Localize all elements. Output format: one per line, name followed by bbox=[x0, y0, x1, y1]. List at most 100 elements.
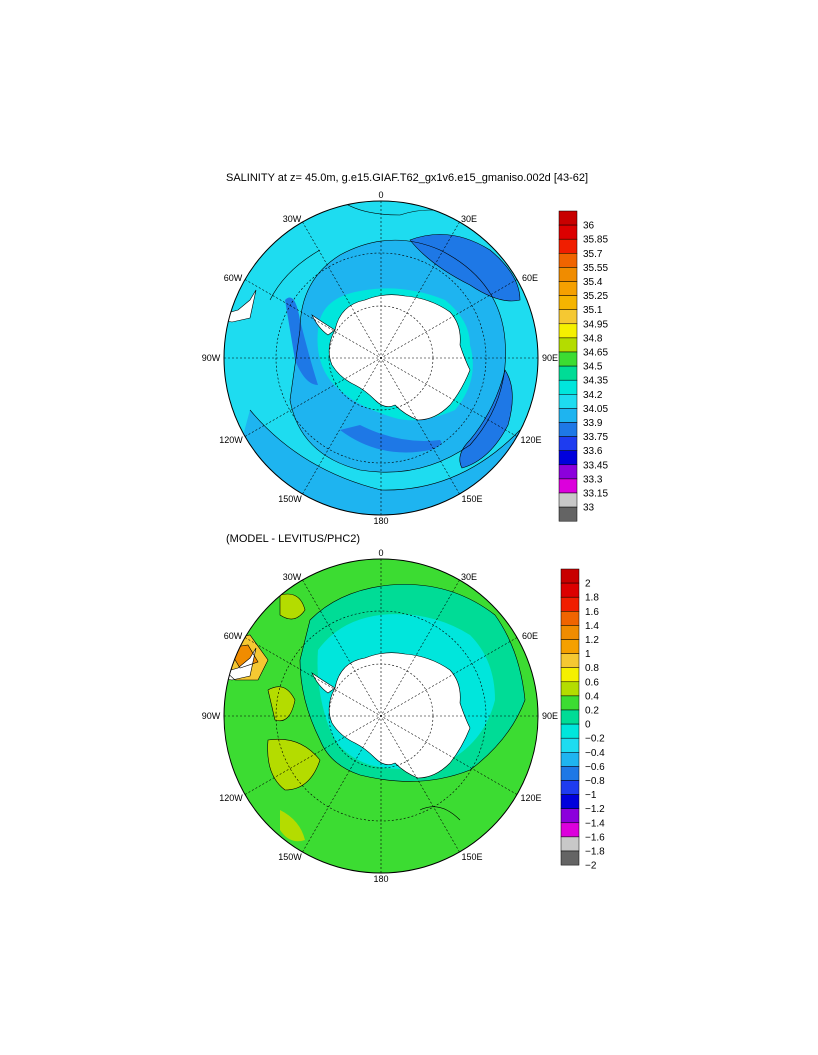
bottom-colorbar-swatch bbox=[560, 836, 580, 852]
top-colorbar-label: 36 bbox=[583, 221, 595, 232]
bottom-colorbar-swatch bbox=[560, 794, 580, 809]
bottom-colorbar-label: 0.2 bbox=[585, 706, 599, 717]
bottom-colorbar-label: 1.6 bbox=[585, 607, 599, 618]
top-colorbar-swatch bbox=[558, 210, 578, 226]
bottom-colorbar-swatch bbox=[560, 596, 580, 612]
top-colorbar-label: 35.4 bbox=[583, 277, 603, 288]
bottom-lon-0: 0 bbox=[378, 548, 383, 558]
top-colorbar-label: 34.8 bbox=[583, 333, 603, 344]
top-colorbar-swatch bbox=[558, 323, 578, 339]
bottom-colorbar-label: 1.2 bbox=[585, 635, 599, 646]
top-colorbar-swatch bbox=[558, 394, 578, 409]
bottom-blob-30w bbox=[280, 594, 305, 619]
top-lon-150w: 150W bbox=[278, 494, 302, 504]
bottom-lon-120e: 120E bbox=[520, 793, 541, 803]
top-colorbar-swatch bbox=[558, 253, 578, 268]
top-colorbar-swatch bbox=[558, 464, 578, 480]
bottom-colorbar-swatch bbox=[560, 568, 580, 584]
top-lon-60w: 60W bbox=[224, 273, 243, 283]
top-colorbar-label: 35.55 bbox=[583, 263, 608, 274]
bottom-lon-60w: 60W bbox=[224, 631, 243, 641]
top-colorbar-label: 33.45 bbox=[583, 460, 608, 471]
top-colorbar-label: 35.85 bbox=[583, 235, 608, 246]
top-colorbar-label: 33.75 bbox=[583, 432, 608, 443]
bottom-colorbar-label: 0.6 bbox=[585, 677, 599, 688]
bottom-colorbar-swatch bbox=[560, 695, 580, 711]
top-colorbar: 36 35.85 35.7 35.55 35.4 35.25 35.1 34.95 34.8 34… bbox=[558, 210, 608, 522]
bottom-peninsula bbox=[311, 672, 336, 694]
top-colorbar-label: 33.6 bbox=[583, 446, 603, 457]
top-graticule bbox=[224, 201, 538, 515]
top-colorbar-label: 35.7 bbox=[583, 249, 603, 260]
top-colorbar-swatch bbox=[558, 422, 578, 437]
top-map bbox=[223, 200, 539, 516]
top-colorbar-swatch bbox=[558, 267, 578, 282]
bottom-colorbar-label: 0 bbox=[585, 720, 591, 731]
bottom-colorbar-swatch bbox=[560, 737, 580, 753]
bottom-lon-150w: 150W bbox=[278, 852, 302, 862]
top-colorbar-swatch bbox=[558, 295, 578, 310]
bottom-colorbar-label: −0.6 bbox=[585, 762, 605, 773]
top-colorbar-label: 34.2 bbox=[583, 390, 603, 401]
top-colorbar-label: 33 bbox=[583, 503, 595, 514]
top-colorbar-swatch bbox=[558, 450, 578, 466]
bottom-colorbar-swatch bbox=[560, 766, 580, 781]
top-colorbar-label: 35.25 bbox=[583, 291, 608, 302]
top-colorbar-label: 34.35 bbox=[583, 376, 608, 387]
top-lon-30e: 30E bbox=[461, 214, 477, 224]
bottom-colorbar-label: 1 bbox=[585, 649, 591, 660]
top-colorbar-swatch bbox=[558, 351, 578, 367]
bottom-colorbar-swatch bbox=[560, 611, 580, 626]
top-colorbar-label: 34.65 bbox=[583, 348, 608, 359]
bottom-colorbar-swatch bbox=[560, 780, 580, 795]
bottom-colorbar-label: 2 bbox=[585, 579, 591, 590]
bottom-colorbar-label: 0.8 bbox=[585, 663, 599, 674]
top-panel-title: SALINITY at z= 45.0m, g.e15.GIAF.T62_gx1… bbox=[226, 172, 589, 184]
bottom-blob-105w bbox=[267, 739, 320, 790]
bottom-colorbar: 2 1.8 1.6 1.4 1.2 1 0.8 0.6 0.4 0.2 0 −0.2 −0.4 −0.6 −… bbox=[560, 568, 605, 872]
top-colorbar-swatch bbox=[558, 238, 578, 254]
top-colorbar-swatch bbox=[558, 365, 578, 381]
top-colorbar-label: 34.5 bbox=[583, 362, 603, 373]
top-lon-60e: 60E bbox=[522, 273, 538, 283]
bottom-colorbar-label: −1.6 bbox=[585, 832, 605, 843]
top-colorbar-label: 33.9 bbox=[583, 418, 603, 429]
bottom-colorbar-swatch bbox=[560, 822, 580, 838]
bottom-colorbar-label: 1.4 bbox=[585, 621, 599, 632]
bottom-colorbar-swatch bbox=[560, 850, 580, 866]
bottom-colorbar-swatch bbox=[560, 723, 580, 739]
bottom-colorbar-swatch bbox=[560, 808, 580, 824]
bottom-contours bbox=[224, 584, 526, 821]
top-lon-180: 180 bbox=[373, 516, 388, 526]
top-map-border bbox=[223, 200, 539, 516]
bottom-colorbar-label: 1.8 bbox=[585, 593, 599, 604]
bottom-lon-60e: 60E bbox=[522, 631, 538, 641]
top-colorbar-label: 33.15 bbox=[583, 489, 608, 500]
bottom-lon-90w: 90W bbox=[202, 711, 221, 721]
bottom-colorbar-swatch bbox=[560, 752, 580, 767]
bottom-lon-30w: 30W bbox=[283, 572, 302, 582]
top-lon-0: 0 bbox=[378, 190, 383, 200]
bottom-blob-135w bbox=[280, 810, 305, 842]
top-lon-150e: 150E bbox=[461, 494, 482, 504]
top-blob-weddell bbox=[285, 297, 318, 385]
top-colorbar-swatch bbox=[558, 309, 578, 325]
top-lon-90w: 90W bbox=[202, 353, 221, 363]
top-colorbar-swatch bbox=[558, 337, 578, 353]
top-antarctica bbox=[328, 294, 471, 421]
top-colorbar-swatch bbox=[558, 492, 578, 508]
bottom-colorbar-swatch bbox=[560, 681, 580, 697]
bottom-colorbar-swatch bbox=[560, 625, 580, 640]
bottom-graticule bbox=[224, 559, 538, 873]
top-lon-90e: 90E bbox=[542, 353, 558, 363]
top-colorbar-label: 33.3 bbox=[583, 474, 603, 485]
bottom-colorbar-label: −1 bbox=[585, 790, 597, 801]
top-blob-east-atlantic bbox=[410, 234, 520, 301]
bottom-colorbar-swatch bbox=[560, 667, 580, 683]
top-colorbar-label: 34.05 bbox=[583, 404, 608, 415]
bottom-colorbar-label: −2 bbox=[585, 861, 597, 872]
bottom-map bbox=[223, 558, 539, 874]
bottom-colorbar-label: 0.4 bbox=[585, 691, 599, 702]
top-colorbar-swatch bbox=[558, 379, 578, 395]
